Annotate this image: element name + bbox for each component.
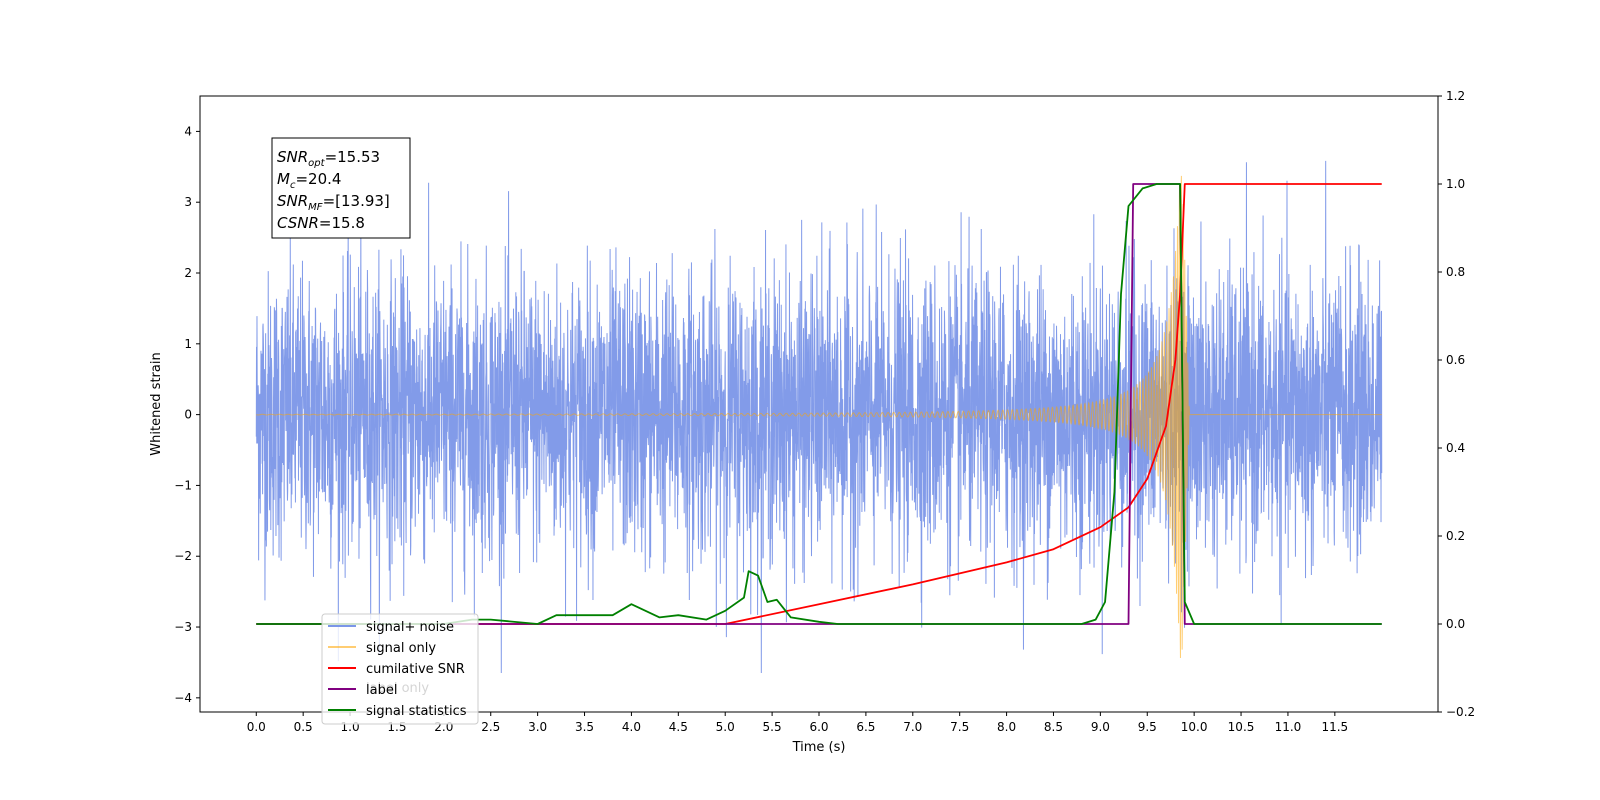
y2-tick-label: −0.2 (1446, 705, 1475, 719)
x-tick-label: 0.5 (294, 720, 313, 734)
x-tick-label: 6.5 (856, 720, 875, 734)
y-tick-label: 0 (184, 408, 192, 422)
series-signal-noise-line (255, 160, 1383, 674)
legend: label only signal+ noise signal only cumila… (321, 613, 479, 725)
y-tick-label: −3 (174, 620, 192, 634)
x-tick-label: 10.5 (1228, 720, 1255, 734)
x-tick-label: 5.0 (716, 720, 735, 734)
y2-tick-label: 0.4 (1446, 441, 1465, 455)
x-axis-label: Time (s) (792, 740, 846, 755)
x-tick-label: 0.0 (247, 720, 266, 734)
x-tick-label: 2.5 (481, 720, 500, 734)
y-tick-label: 1 (184, 337, 192, 351)
x-tick-label: 11.5 (1321, 720, 1348, 734)
series-signal-only-line (256, 175, 1382, 658)
x-tick-label: 5.5 (763, 720, 782, 734)
y-tick-label: −1 (174, 478, 192, 492)
x-tick-label: 11.0 (1275, 720, 1302, 734)
y-axis-label: Whitened strain (149, 352, 164, 455)
legend-entry: label (366, 683, 397, 698)
x-tick-label: 10.0 (1181, 720, 1208, 734)
x-tick-label: 9.5 (1138, 720, 1157, 734)
y2-tick-label: 0.8 (1446, 265, 1465, 279)
series-cumilative-snr-line (256, 183, 1382, 625)
legend-entry: signal only (366, 641, 436, 656)
x-tick-label: 3.0 (528, 720, 547, 734)
legend-frame (321, 613, 479, 725)
x-tick-label: 6.0 (809, 720, 828, 734)
y2-tick-label: 1.0 (1446, 177, 1465, 191)
y-tick-label: −4 (174, 691, 192, 705)
x-tick-label: 4.0 (622, 720, 641, 734)
y2-tick-label: 0.0 (1446, 617, 1465, 631)
y-tick-label: 3 (184, 195, 192, 209)
y2-tick-label: 0.6 (1446, 353, 1465, 367)
y2-tick-label: 0.2 (1446, 529, 1465, 543)
x-axis-ticks: 0.0 0.5 1.0 1.5 2.0 2.5 3.0 3.5 4.0 4.5 5.0 5.5 6.0 6… (247, 712, 1348, 734)
y-tick-label: 4 (184, 124, 192, 138)
y-tick-label: 2 (184, 266, 192, 280)
annotation-line: Mc=20.4 (277, 170, 341, 191)
x-tick-label: 3.5 (575, 720, 594, 734)
x-tick-label: 7.5 (950, 720, 969, 734)
y2-axis-ticks: −0.2 0.0 0.2 0.4 0.6 0.8 1.0 1.2 (1438, 89, 1475, 719)
annotation-line: CSNR=15.8 (277, 214, 365, 232)
x-tick-label: 8.5 (1044, 720, 1063, 734)
annotation-line: SNRMF=[13.93] (277, 192, 390, 213)
series-signal-statistics-line (256, 183, 1382, 625)
annotation-line: SNRopt=15.53 (277, 148, 380, 169)
y2-tick-label: 1.2 (1446, 89, 1465, 103)
x-tick-label: 4.5 (669, 720, 688, 734)
x-tick-label: 8.0 (997, 720, 1016, 734)
y-tick-label: −2 (174, 549, 192, 563)
series-layer (255, 160, 1383, 674)
x-tick-label: 7.0 (903, 720, 922, 734)
x-tick-label: 9.0 (1091, 720, 1110, 734)
legend-entry: signal+ noise (366, 620, 454, 635)
annotation-box: SNRopt=15.53Mc=20.4SNRMF=[13.93]CSNR=15.… (271, 137, 411, 239)
legend-hidden-text: label only (366, 681, 429, 696)
y-axis-ticks: −4 −3 −2 −1 0 1 2 3 4 (174, 124, 200, 705)
annotation-frame (271, 137, 411, 239)
legend-entry: signal statistics (366, 704, 467, 719)
legend-entry: cumilative SNR (366, 662, 465, 677)
